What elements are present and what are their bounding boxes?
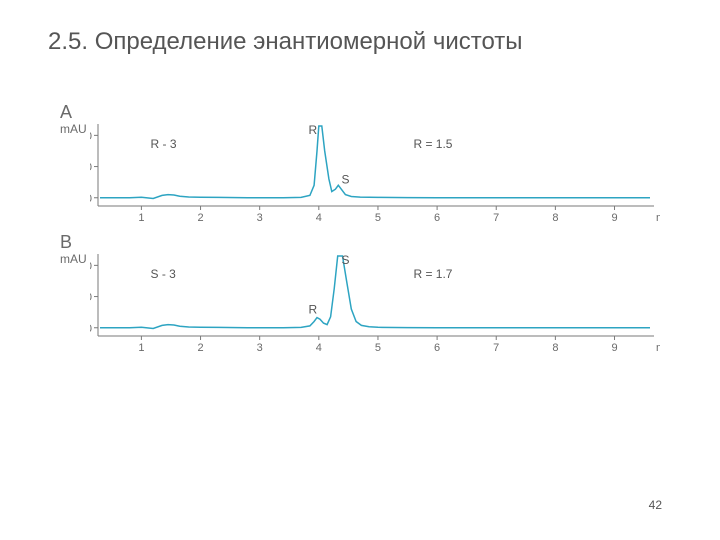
svg-text:0: 0 xyxy=(90,323,92,335)
svg-text:200: 200 xyxy=(90,162,92,174)
svg-text:S - 3: S - 3 xyxy=(151,267,177,281)
svg-text:400: 400 xyxy=(90,130,92,142)
svg-text:R: R xyxy=(308,302,317,316)
svg-text:R - 3: R - 3 xyxy=(151,137,177,151)
panel-b-svg: 0 200 400 1 2 3 4 5 6 7 8 9 min S - 3 R = 1.7 R S xyxy=(90,252,660,368)
svg-text:1: 1 xyxy=(138,342,144,354)
svg-text:4: 4 xyxy=(316,212,322,224)
svg-text:3: 3 xyxy=(257,212,263,224)
svg-text:5: 5 xyxy=(375,212,381,224)
svg-text:2: 2 xyxy=(197,212,203,224)
svg-text:200: 200 xyxy=(90,292,92,304)
svg-text:7: 7 xyxy=(493,342,499,354)
panel-a-plot: 0200400123456789minR - 3R = 1.5RS xyxy=(90,122,660,212)
svg-text:6: 6 xyxy=(434,212,440,224)
svg-text:9: 9 xyxy=(611,342,617,354)
svg-text:R = 1.5: R = 1.5 xyxy=(413,137,452,151)
svg-text:3: 3 xyxy=(257,342,263,354)
svg-text:R: R xyxy=(308,123,317,137)
panel-a: A mAU 0200400123456789minR - 3R = 1.5RS xyxy=(60,108,670,238)
chromatogram-figure: A mAU 0200400123456789minR - 3R = 1.5RS … xyxy=(60,108,670,368)
svg-text:7: 7 xyxy=(493,212,499,224)
svg-text:min: min xyxy=(656,342,660,354)
svg-text:4: 4 xyxy=(316,342,322,354)
page-number: 42 xyxy=(649,498,662,512)
svg-text:9: 9 xyxy=(611,212,617,224)
svg-text:min: min xyxy=(656,212,660,224)
svg-text:8: 8 xyxy=(552,342,558,354)
svg-text:1: 1 xyxy=(138,212,144,224)
svg-text:S: S xyxy=(342,172,350,186)
panel-b-label: B xyxy=(60,232,72,253)
panel-b: B mAU 0200400123456789minS - 3R = 1.7RS xyxy=(60,238,670,368)
svg-text:2: 2 xyxy=(197,342,203,354)
panel-a-y-unit: mAU xyxy=(60,122,87,136)
panel-a-svg: 0 200 400 1 2 3 4 5 6 7 8 9 min R - 3 R = 1.5 R S xyxy=(90,122,660,238)
svg-text:5: 5 xyxy=(375,342,381,354)
svg-text:R = 1.7: R = 1.7 xyxy=(413,267,452,281)
svg-text:S: S xyxy=(342,253,350,267)
svg-text:400: 400 xyxy=(90,260,92,272)
svg-text:0: 0 xyxy=(90,193,92,205)
page-title: 2.5. Определение энантиомерной чистоты xyxy=(48,28,523,56)
svg-text:8: 8 xyxy=(552,212,558,224)
svg-text:6: 6 xyxy=(434,342,440,354)
panel-b-y-unit: mAU xyxy=(60,252,87,266)
panel-b-plot: 0200400123456789minS - 3R = 1.7RS xyxy=(90,252,660,342)
panel-a-label: A xyxy=(60,102,72,123)
